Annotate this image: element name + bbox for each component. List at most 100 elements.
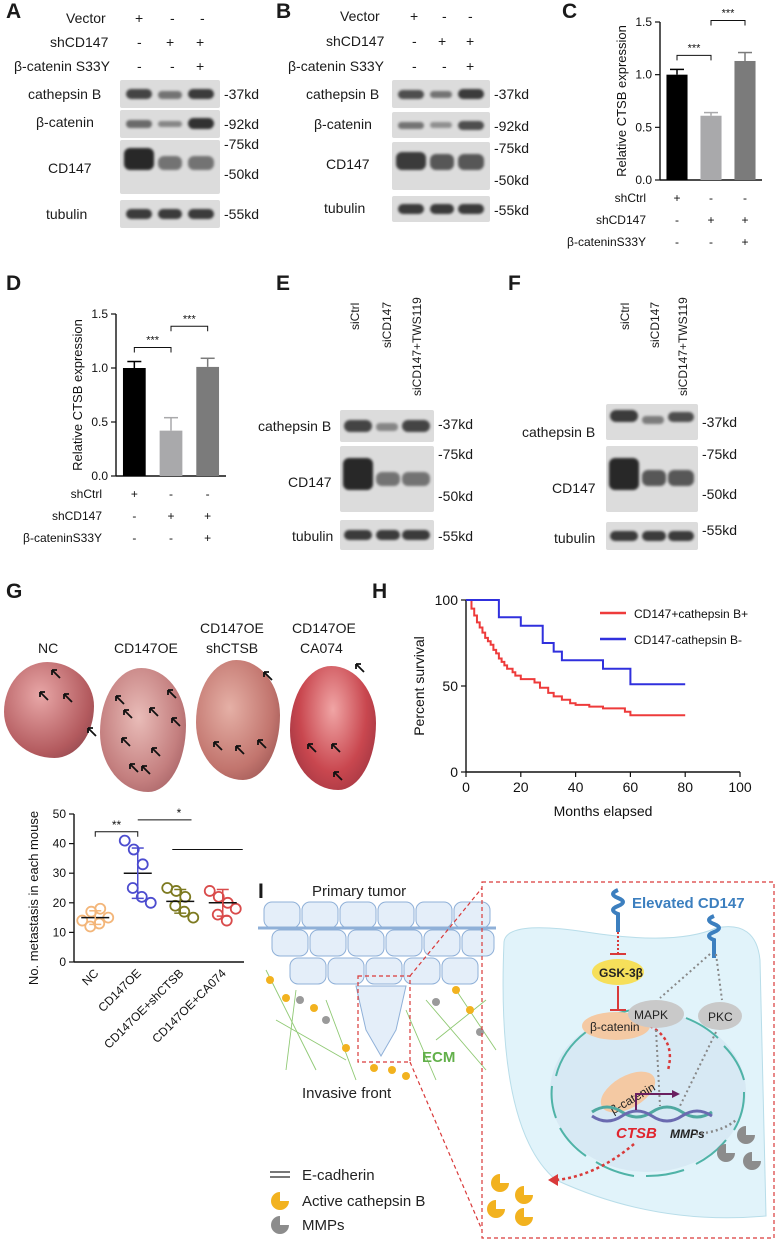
significance-label: ** [112,818,122,832]
b-mark: + [466,58,475,74]
a-marker-55: -55kd [224,206,260,222]
a-label-vector: Vector [66,10,106,26]
condition-mark: - [169,487,173,501]
b-label-shcd147: shCD147 [326,33,385,49]
condition-label: shCtrl [71,487,102,501]
e-marker-37: -37kd [438,416,474,432]
b-label-vector: Vector [340,8,380,24]
zoom-box [481,881,775,1239]
y-tick-label: 0.5 [635,120,652,134]
condition-mark: - [132,531,136,545]
x-category-label: NC [79,966,101,988]
f-blot-tubulin [606,522,698,550]
significance-label: * [177,806,182,820]
panel-letter-b: B [276,0,292,23]
schematic-primary-tumor: Primary tumor [312,883,406,900]
condition-mark: - [743,191,747,205]
b-marker-92: -92kd [494,118,530,134]
condition-mark: + [673,191,680,205]
data-point [169,899,182,912]
g-label-oe-ca-1: CD147OE [292,620,356,636]
liver-nc-image [4,662,94,758]
data-point [118,834,131,847]
b-mark: - [412,33,417,49]
liver-oe-ca074-image [290,666,376,790]
panel-letter-a: A [6,0,22,23]
data-point [144,896,157,909]
significance-label: *** [183,313,197,325]
schematic-gsk: GSK-3β [599,966,643,980]
b-mark: - [468,8,473,24]
legend-active-cathepsin-b: Active cathepsin B [302,1193,425,1210]
schematic-ctsb: CTSB [616,1125,657,1142]
panel-letter-g: G [6,580,23,603]
condition-mark: - [169,531,173,545]
data-point [229,902,242,915]
g-label-oe-sh-1: CD147OE [200,620,264,636]
schematic-invasive-front: Invasive front [302,1085,392,1102]
f-marker-55: -55kd [702,522,738,538]
condition-mark: - [675,235,679,249]
y-tick-label: 0.0 [91,469,108,483]
data-point [178,905,191,918]
bar [666,74,688,180]
b-blot-cd147 [392,142,490,190]
significance-bracket [676,54,712,61]
b-protein-cd147: CD147 [326,156,370,172]
a-protein-beta-catenin: β-catenin [36,114,94,130]
a-protein-cd147: CD147 [48,160,92,176]
a-mark: - [137,58,142,74]
condition-label: shCD147 [596,213,646,227]
panel-letter-f: F [508,272,521,295]
schematic-ecm: ECM [422,1049,455,1066]
b-mark: + [410,8,419,24]
data-point [203,885,216,897]
data-point [212,890,225,903]
b-protein-tubulin: tubulin [324,200,366,216]
schematic-pkc: PKC [708,1010,733,1024]
b-marker-75: -75kd [494,140,530,156]
legend-label: CD147+cathepsin B+ [634,607,748,621]
condition-label: shCtrl [615,191,646,205]
condition-mark: + [204,531,211,545]
g-label-oe-sh-2: shCTSB [206,640,259,656]
condition-mark: - [709,235,713,249]
b-mark: - [442,8,447,24]
a-blot-cathepsin-b [120,80,220,108]
a-blot-beta-catenin [120,110,220,138]
e-col-sicd147-tws119: siCD147+TWS119 [410,297,424,396]
y-tick-label: 100 [435,592,459,608]
f-blot-cd147 [606,446,698,512]
a-mark: + [135,10,144,26]
b-protein-beta-catenin: β-catenin [314,116,372,132]
y-tick-label: 0.0 [635,173,652,187]
x-tick-label: 40 [568,779,584,795]
panel-letter-c: C [562,0,578,23]
panel-c-bar-chart: 0.0 0.5 1.0 1.5 Relative CTSB expression *** *… [567,8,762,249]
y-tick-label: 20 [53,896,67,910]
a-protein-tubulin: tubulin [46,206,88,222]
b-blot-tubulin [392,196,490,222]
a-mark: + [196,34,205,50]
condition-label: β-cateninS33Y [23,531,102,545]
a-mark: - [200,10,205,26]
y-tick-label: 1.0 [635,68,652,82]
bar [700,115,722,180]
y-axis-label: Percent survival [411,636,427,736]
panel-letter-i: I [258,880,264,903]
a-mark: - [170,58,175,74]
x-axis-label: Months elapsed [554,803,653,819]
significance-bracket [710,20,746,26]
condition-mark: + [131,487,138,501]
a-label-shcd147: shCD147 [50,34,109,50]
panel-h-survival-chart: 0 50 100 0 20 40 60 80 100 Months elapsed Percent … [411,592,752,819]
x-tick-label: 0 [462,779,470,795]
e-marker-75: -75kd [438,446,474,462]
data-point [126,882,139,894]
panel-i-schematic: Primary tumor Invasive front ECM Elevate… [258,881,775,1239]
bar [734,60,756,181]
b-protein-cathepsin-b: cathepsin B [306,86,380,102]
e-blot-cathepsin-b [340,410,434,442]
b-mark: + [466,33,475,49]
x-tick-label: 60 [623,779,639,795]
